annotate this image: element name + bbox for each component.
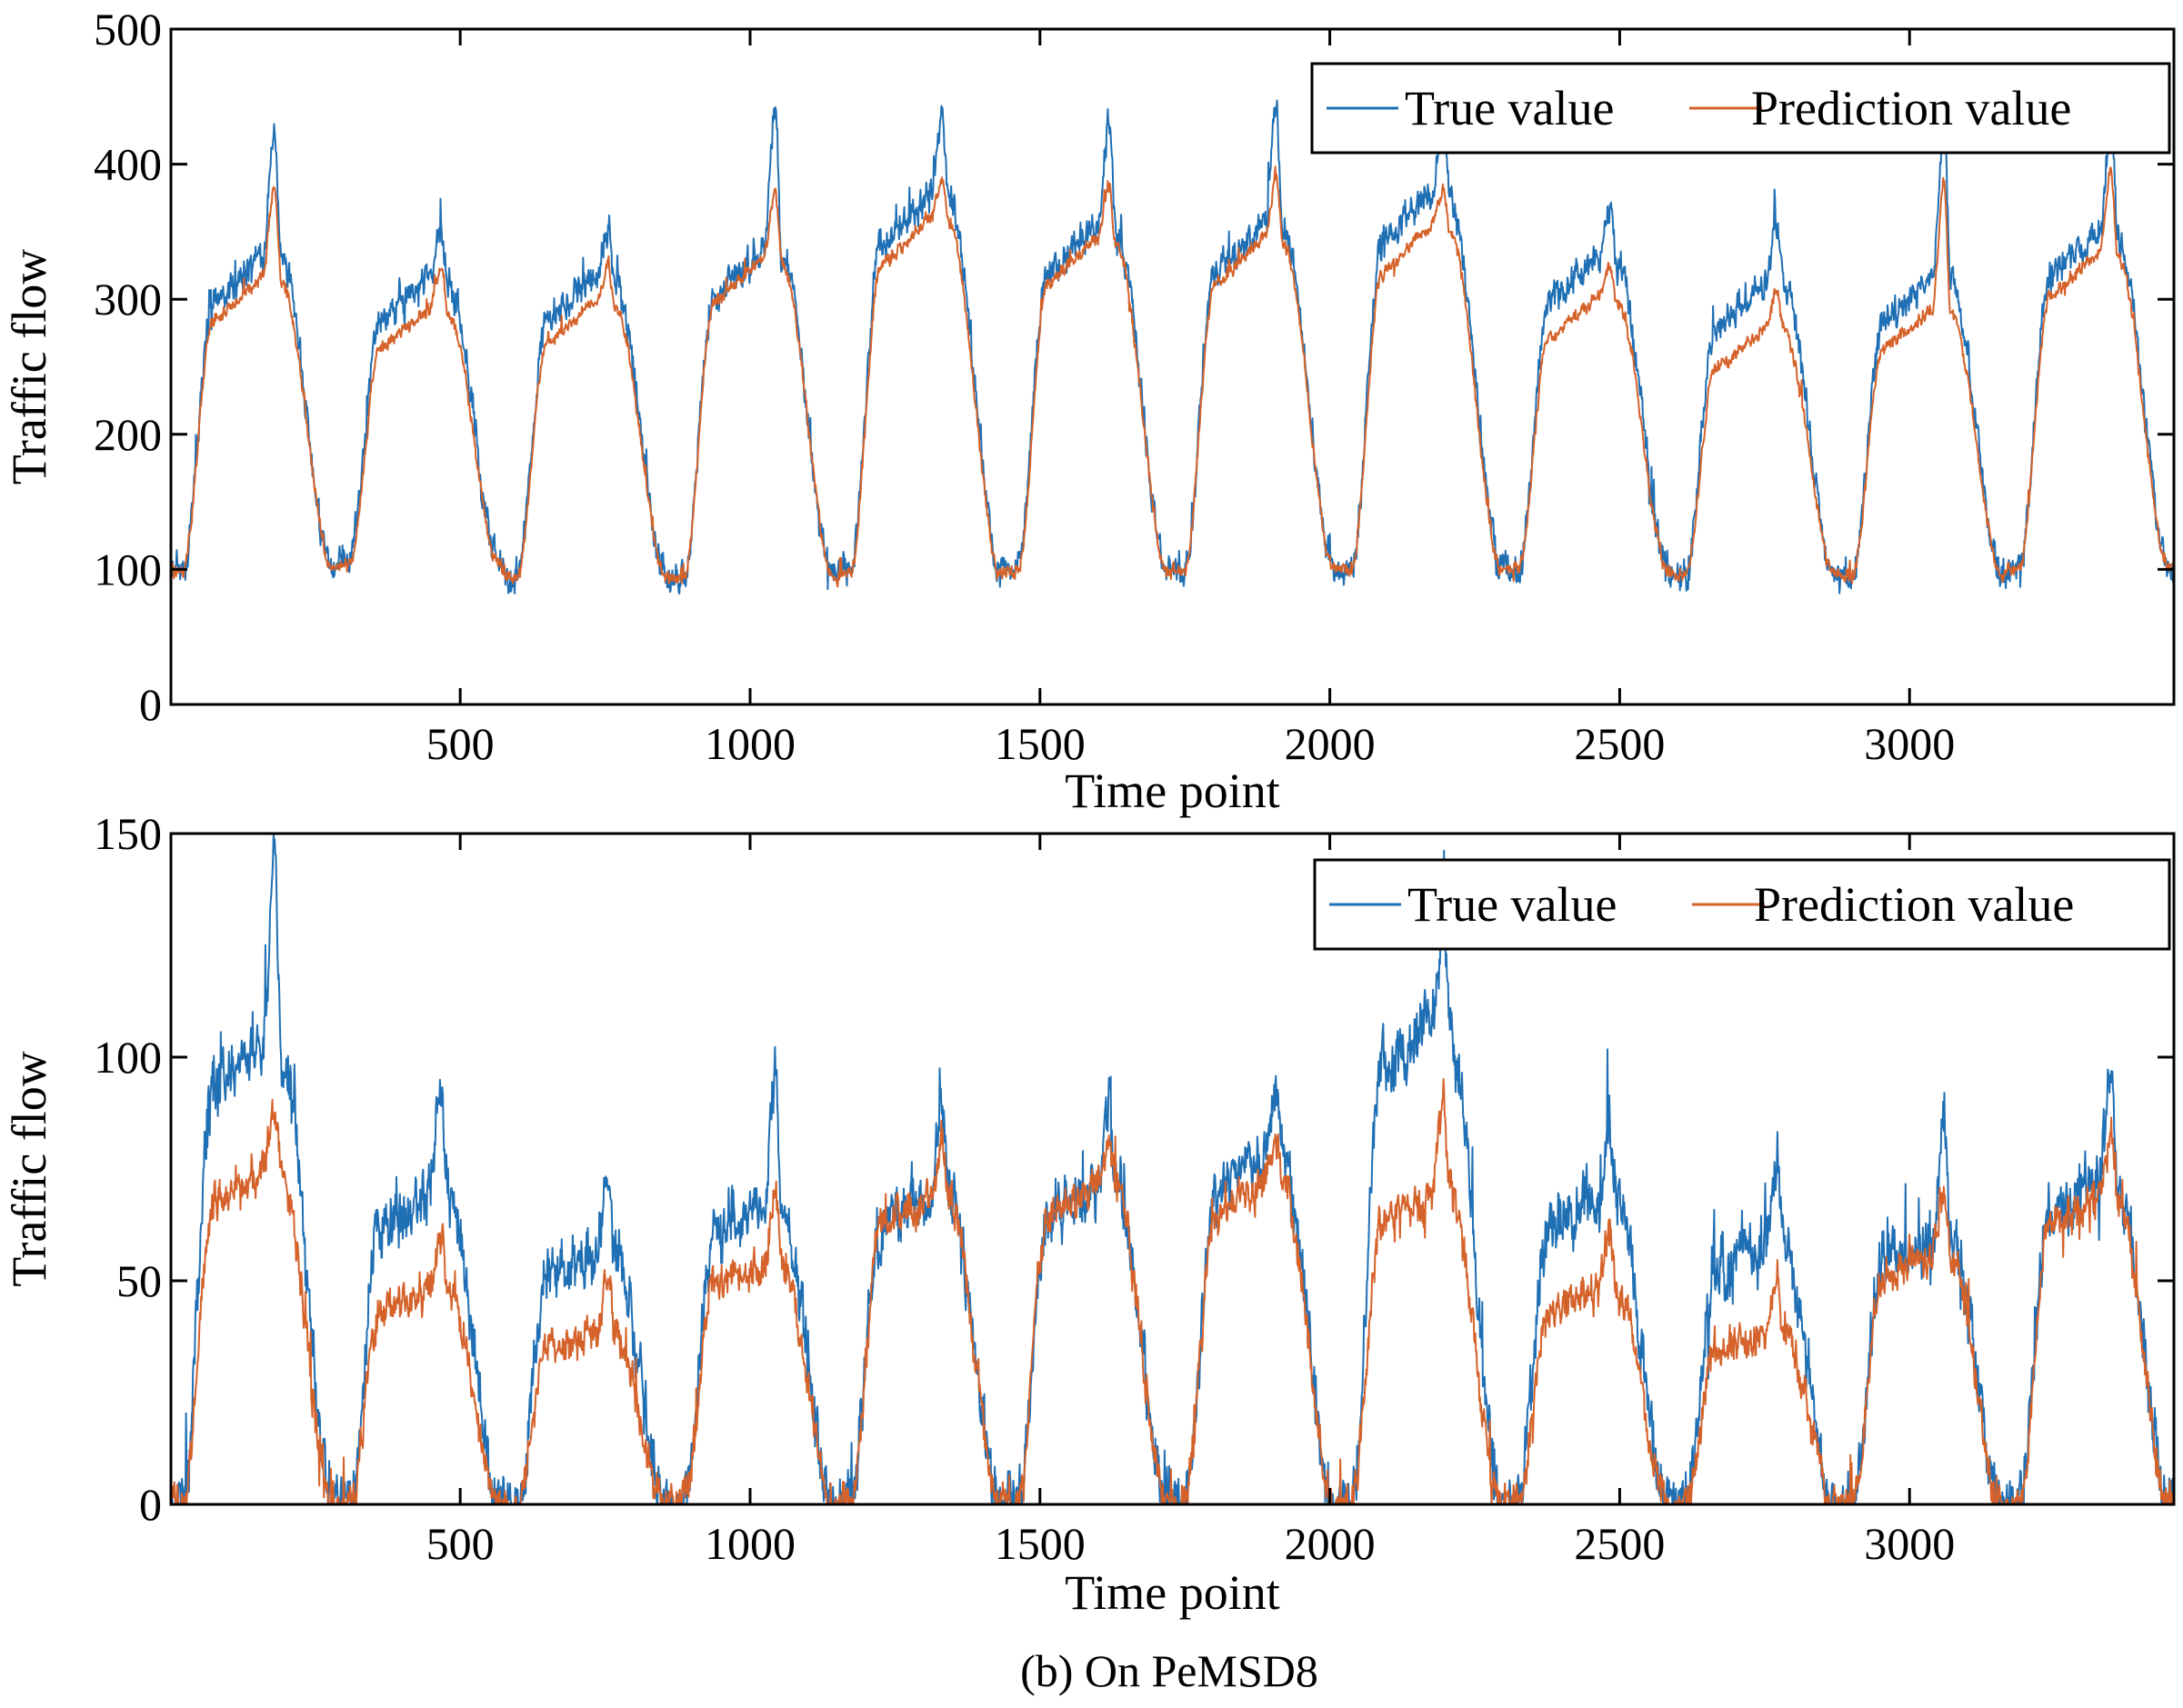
x-tick-label: 1500	[995, 718, 1086, 769]
x-tick-label: 3000	[1864, 1518, 1955, 1569]
plot-frame	[169, 27, 2176, 706]
x-tick-label: 2000	[1285, 1518, 1376, 1569]
x-tick-label: 500	[426, 718, 495, 769]
legend: True value Prediction value	[1310, 62, 2171, 155]
x-tick-label: 2500	[1574, 1518, 1665, 1569]
y-tick-label: 300	[94, 274, 162, 325]
legend-label-true-value: True value	[1407, 877, 1617, 932]
tick-marks	[171, 27, 2174, 706]
legend-label-prediction-value: Prediction value	[1751, 81, 2071, 135]
series-line-true-value	[170, 99, 2175, 595]
legend-label-true-value: True value	[1405, 81, 1614, 135]
y-tick-label: 400	[94, 139, 162, 190]
x-axis-label: Time point	[1065, 764, 1280, 818]
y-axis-label: Traffic flow	[2, 1051, 56, 1286]
tick-labels: 500 1000 1500 2000 2500 3000 0 100 200 300 400 500	[94, 4, 1955, 769]
x-tick-label: 3000	[1864, 718, 1955, 769]
y-tick-label: 500	[94, 4, 162, 55]
y-tick-label: 100	[94, 1032, 162, 1083]
y-tick-label: 0	[139, 1479, 162, 1530]
legend: True value Prediction value	[1313, 858, 2171, 951]
x-tick-label: 1500	[995, 1518, 1086, 1569]
plot-frame	[169, 832, 2176, 1506]
x-tick-label: 2000	[1285, 718, 1376, 769]
y-tick-label: 200	[94, 409, 162, 460]
x-axis-label: Time point	[1065, 1565, 1280, 1620]
chart-panel-top: 500 1000 1500 2000 2500 3000 0 100 200 300 400500 …	[2, 4, 2176, 818]
y-tick-label: 0	[139, 679, 162, 730]
tick-marks	[171, 832, 2174, 1506]
y-tick-label: 150	[94, 808, 162, 859]
series-line-prediction-value	[170, 165, 2175, 588]
chart-panel-bottom: 500 1000 1500 2000 2500 3000 0 50 100 150 Time po…	[2, 808, 2176, 1620]
x-tick-label: 1000	[705, 718, 796, 769]
series-layer	[170, 99, 2175, 595]
x-tick-label: 2500	[1574, 718, 1665, 769]
tick-labels: 500 1000 1500 2000 2500 3000 0 50 100 150	[94, 808, 1955, 1569]
y-tick-label: 50	[116, 1255, 162, 1306]
x-tick-label: 500	[426, 1518, 495, 1569]
legend-label-prediction-value: Prediction value	[1754, 877, 2074, 932]
series-line-prediction-value	[170, 1078, 2175, 1505]
figure-caption: (b) On PeMSD8	[1020, 1645, 1318, 1696]
y-axis-label: Traffic flow	[2, 249, 56, 484]
y-tick-label: 100	[94, 544, 162, 594]
x-tick-label: 1000	[705, 1518, 796, 1569]
